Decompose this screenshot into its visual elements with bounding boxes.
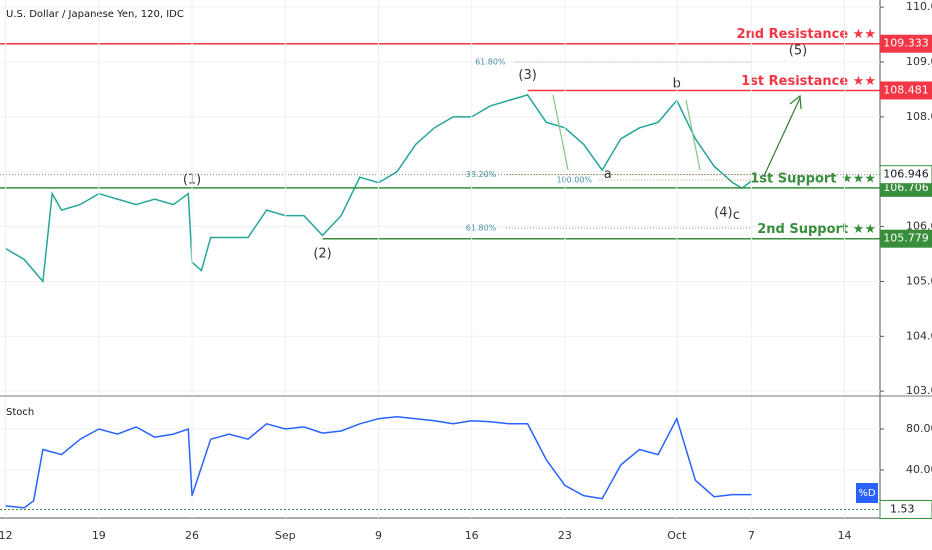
level-name: 1st Resistance ★★ [741, 74, 876, 89]
level-tag [880, 229, 932, 248]
level-value: 109.333 [883, 37, 929, 50]
wave-label: c [733, 208, 740, 223]
indicator-tag-bg [856, 483, 878, 503]
y-tick-label: 110.000 [906, 0, 932, 13]
wave-label: (2) [313, 247, 331, 262]
y-tick-label: 105.000 [906, 274, 932, 287]
wave-label: (3) [518, 68, 536, 83]
y-tick-label: 108.000 [906, 110, 932, 123]
x-tick-label: 23 [558, 529, 572, 542]
fib-label: 38.20% [466, 170, 497, 179]
arrowhead [789, 94, 802, 110]
wave-label: (5) [789, 44, 807, 59]
fib-label: 100.00% [556, 175, 592, 184]
last-price-tag [879, 165, 932, 185]
y-tick-label: 106.000 [906, 220, 932, 233]
current-tag [879, 499, 932, 519]
wave-label: (4) [714, 205, 732, 220]
wave-label: a [604, 167, 612, 182]
level-tag [880, 81, 932, 100]
x-tick-label: 26 [185, 529, 199, 542]
price-line [5, 415, 752, 509]
x-tick-label: 16 [465, 529, 479, 542]
y-tick-label: 103.000 [906, 384, 932, 397]
level-tag [880, 34, 932, 53]
level-value: 105.779 [883, 232, 929, 245]
fib-label: 61.80% [466, 224, 497, 233]
x-tick-label: Sep [275, 529, 296, 542]
y-tick-label: 80.00 [906, 422, 932, 435]
y-tick-label: 109.000 [906, 55, 932, 68]
arrow [763, 97, 801, 177]
level-name: 2nd Support ★★ [757, 222, 876, 237]
arrow [552, 94, 569, 171]
y-tick-label: 104.000 [906, 329, 932, 342]
y-tick-label: 40.00 [906, 463, 932, 476]
x-tick-label: 7 [748, 529, 755, 542]
indicator-title: Stoch [6, 407, 34, 418]
current-value: 1.53 [890, 502, 915, 515]
arrows [552, 94, 802, 177]
fib-label: 61.80% [475, 57, 506, 66]
level-name: 1st Support ★★★ [750, 171, 876, 186]
indicator-tag: %D [858, 488, 876, 499]
last-price-value: 106.946 [883, 168, 929, 181]
arrow [685, 99, 701, 171]
level-name: 2nd Resistance ★★ [737, 27, 877, 42]
x-tick-label: Oct [667, 529, 687, 542]
x-tick-label: 19 [92, 529, 106, 542]
price-line [5, 94, 752, 284]
level-value: 108.481 [883, 83, 929, 96]
x-tick-label: 12 [0, 529, 13, 542]
x-tick-label: 9 [375, 529, 382, 542]
chart-title: U.S. Dollar / Japanese Yen, 120, IDC [6, 9, 184, 20]
x-tick-label: 14 [838, 529, 852, 542]
